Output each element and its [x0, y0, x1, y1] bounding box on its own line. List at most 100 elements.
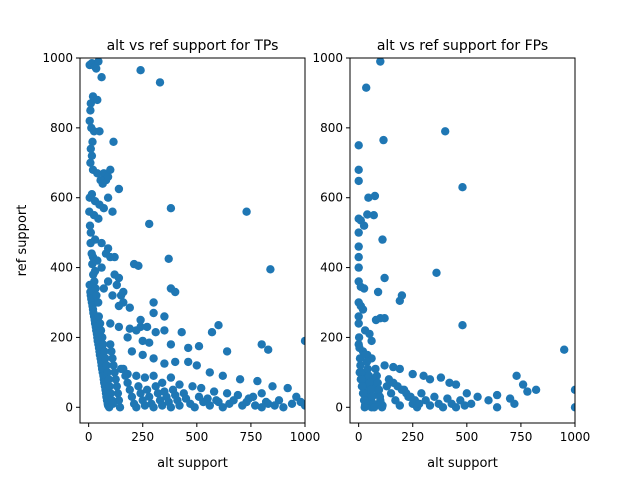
- data-point-fps: [419, 371, 428, 380]
- data-point-tps: [190, 403, 199, 412]
- data-point-fps: [354, 242, 363, 251]
- data-point-fps: [425, 401, 435, 410]
- points-group-tps: [85, 58, 305, 412]
- data-point-fps: [360, 396, 369, 405]
- data-point-fps: [361, 350, 370, 360]
- x-tick-label-fps: 500: [455, 430, 478, 444]
- data-point-tps: [229, 396, 238, 405]
- data-point-tps: [85, 116, 94, 126]
- data-point-fps: [523, 387, 532, 396]
- data-point-tps: [108, 399, 118, 408]
- data-point-fps: [473, 392, 482, 401]
- data-point-fps: [367, 385, 376, 394]
- data-point-tps: [121, 371, 130, 380]
- data-point-tps: [205, 401, 214, 410]
- data-point-tps: [136, 389, 145, 398]
- data-point-fps: [417, 389, 426, 398]
- data-point-tps: [114, 322, 124, 332]
- data-point-fps: [492, 390, 502, 400]
- data-point-fps: [354, 176, 363, 186]
- data-point-tps: [136, 66, 145, 75]
- data-point-tps: [93, 169, 102, 178]
- data-point-fps: [369, 211, 378, 220]
- data-point-tps: [171, 357, 180, 367]
- data-point-fps: [492, 403, 502, 412]
- x-tick-label-tps: 0: [85, 430, 93, 444]
- data-point-fps: [436, 373, 446, 382]
- data-point-tps: [192, 361, 201, 370]
- data-point-tps: [92, 64, 101, 73]
- data-point-tps: [166, 403, 176, 412]
- data-point-tps: [86, 106, 95, 115]
- data-point-tps: [86, 238, 95, 248]
- data-point-tps: [87, 190, 97, 199]
- data-point-fps: [354, 165, 363, 174]
- data-point-fps: [378, 235, 387, 244]
- data-point-tps: [253, 376, 262, 386]
- data-point-tps: [145, 219, 154, 229]
- data-point-fps: [395, 401, 404, 410]
- data-point-tps: [166, 373, 176, 382]
- axes-frame-fps: [349, 57, 576, 424]
- data-point-tps: [103, 277, 113, 286]
- data-point-tps: [94, 214, 103, 223]
- chart-title-fps: alt vs ref support for FPs: [377, 38, 548, 54]
- data-point-fps: [370, 191, 380, 201]
- data-point-tps: [107, 347, 116, 356]
- data-point-tps: [160, 312, 169, 321]
- data-point-tps: [90, 277, 99, 286]
- data-point-tps: [268, 382, 277, 391]
- data-point-tps: [111, 375, 120, 384]
- data-point-tps: [110, 252, 119, 262]
- chart-title-tps: alt vs ref support for TPs: [107, 38, 279, 54]
- data-point-tps: [136, 315, 145, 325]
- data-point-tps: [105, 382, 114, 391]
- data-point-tps: [209, 387, 219, 396]
- data-point-tps: [98, 333, 107, 342]
- data-point-tps: [164, 254, 173, 263]
- data-point-fps: [357, 375, 366, 384]
- data-point-tps: [106, 319, 115, 328]
- data-point-tps: [166, 340, 176, 349]
- data-point-tps: [103, 244, 113, 253]
- data-point-fps: [484, 396, 493, 405]
- data-point-fps: [389, 362, 398, 372]
- panel-fps: 0 250 500 750 1000 0 200 400 600 800 1000 alt vs …: [312, 38, 590, 471]
- y-tick-label-fps: 1000: [312, 51, 343, 65]
- data-point-tps: [114, 184, 124, 194]
- data-point-tps: [242, 207, 251, 216]
- data-point-tps: [212, 396, 221, 405]
- data-point-tps: [94, 312, 104, 321]
- data-point-fps: [386, 389, 396, 398]
- y-tick-label-fps: 400: [320, 261, 343, 275]
- data-point-fps: [372, 371, 381, 380]
- data-point-fps: [462, 389, 471, 398]
- data-point-tps: [151, 382, 160, 391]
- data-point-tps: [108, 291, 117, 300]
- data-point-fps: [358, 382, 367, 391]
- data-point-fps: [359, 389, 368, 398]
- data-point-tps: [287, 399, 297, 408]
- data-point-tps: [158, 378, 167, 387]
- data-point-fps: [360, 403, 369, 412]
- data-point-tps: [177, 328, 186, 337]
- data-point-tps: [300, 401, 305, 410]
- data-point-fps: [560, 345, 569, 354]
- y-tick-label-fps: 600: [320, 191, 343, 205]
- data-point-tps: [197, 383, 206, 393]
- data-point-tps: [88, 137, 97, 146]
- data-point-tps: [89, 270, 98, 279]
- data-point-tps: [109, 137, 118, 146]
- x-tick-label-fps: 1000: [560, 430, 591, 444]
- y-axis-label-tps: ref support: [15, 205, 30, 277]
- data-point-fps: [359, 221, 369, 230]
- data-point-tps: [270, 401, 279, 410]
- data-point-tps: [149, 308, 158, 318]
- data-point-fps: [415, 399, 424, 408]
- data-point-tps: [85, 221, 95, 230]
- data-point-fps: [510, 399, 519, 408]
- x-tick-label-fps: 250: [401, 430, 424, 444]
- y-tick-label-tps: 600: [50, 191, 73, 205]
- x-tick-label-tps: 250: [131, 430, 154, 444]
- data-point-tps: [235, 375, 245, 384]
